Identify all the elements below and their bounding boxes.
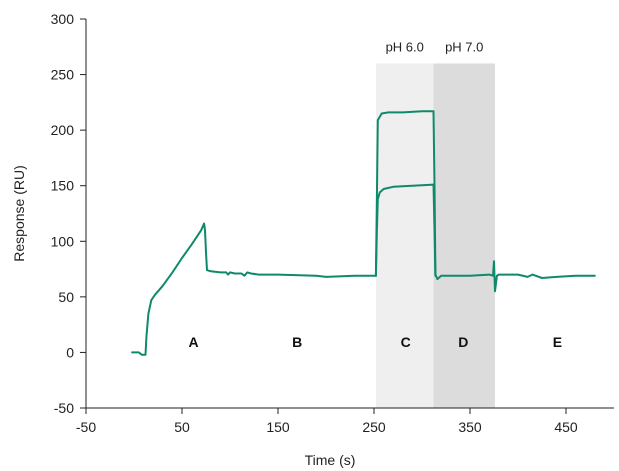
y-tick-label: 50 (58, 289, 74, 305)
sensorgram-line-3 (374, 183, 437, 277)
region-label-c: C (401, 334, 411, 350)
x-tick-label: 450 (554, 419, 578, 435)
y-tick-label: 250 (51, 67, 75, 83)
sensorgram-line-2 (374, 110, 596, 293)
y-tick-label: 200 (51, 122, 75, 138)
y-tick-label: -50 (54, 400, 74, 416)
labels-layer: A B C D E (188, 334, 562, 350)
x-tick-label: -50 (76, 419, 96, 435)
y-tick-label: 150 (51, 178, 75, 194)
ph-band-2 (433, 63, 495, 408)
ph-band-label: pH 6.0 (386, 39, 424, 54)
ph-band-1 (375, 63, 434, 408)
region-label-d: D (458, 334, 468, 350)
axes-layer: -50 0 50 100 150 200 250 300 -50 50 150 250 350 450 (51, 11, 614, 435)
x-tick-label: 150 (266, 419, 290, 435)
y-tick-label: 0 (66, 344, 74, 360)
sensorgram-line-1 (131, 222, 377, 356)
x-tick-label: 250 (362, 419, 386, 435)
ph-band-label: pH 7.0 (445, 39, 483, 54)
y-axis-title: Response (RU) (11, 165, 27, 261)
region-label-e: E (553, 334, 562, 350)
y-tick-label: 300 (51, 11, 75, 27)
series-layer (131, 110, 596, 356)
bands-layer: pH 6.0 pH 7.0 (375, 39, 495, 408)
region-label-a: A (188, 334, 198, 350)
region-label-b: B (292, 334, 302, 350)
x-axis-title: Time (s) (305, 452, 356, 468)
y-tick-label: 100 (51, 233, 75, 249)
x-tick-label: 50 (174, 419, 190, 435)
x-tick-label: 350 (458, 419, 482, 435)
